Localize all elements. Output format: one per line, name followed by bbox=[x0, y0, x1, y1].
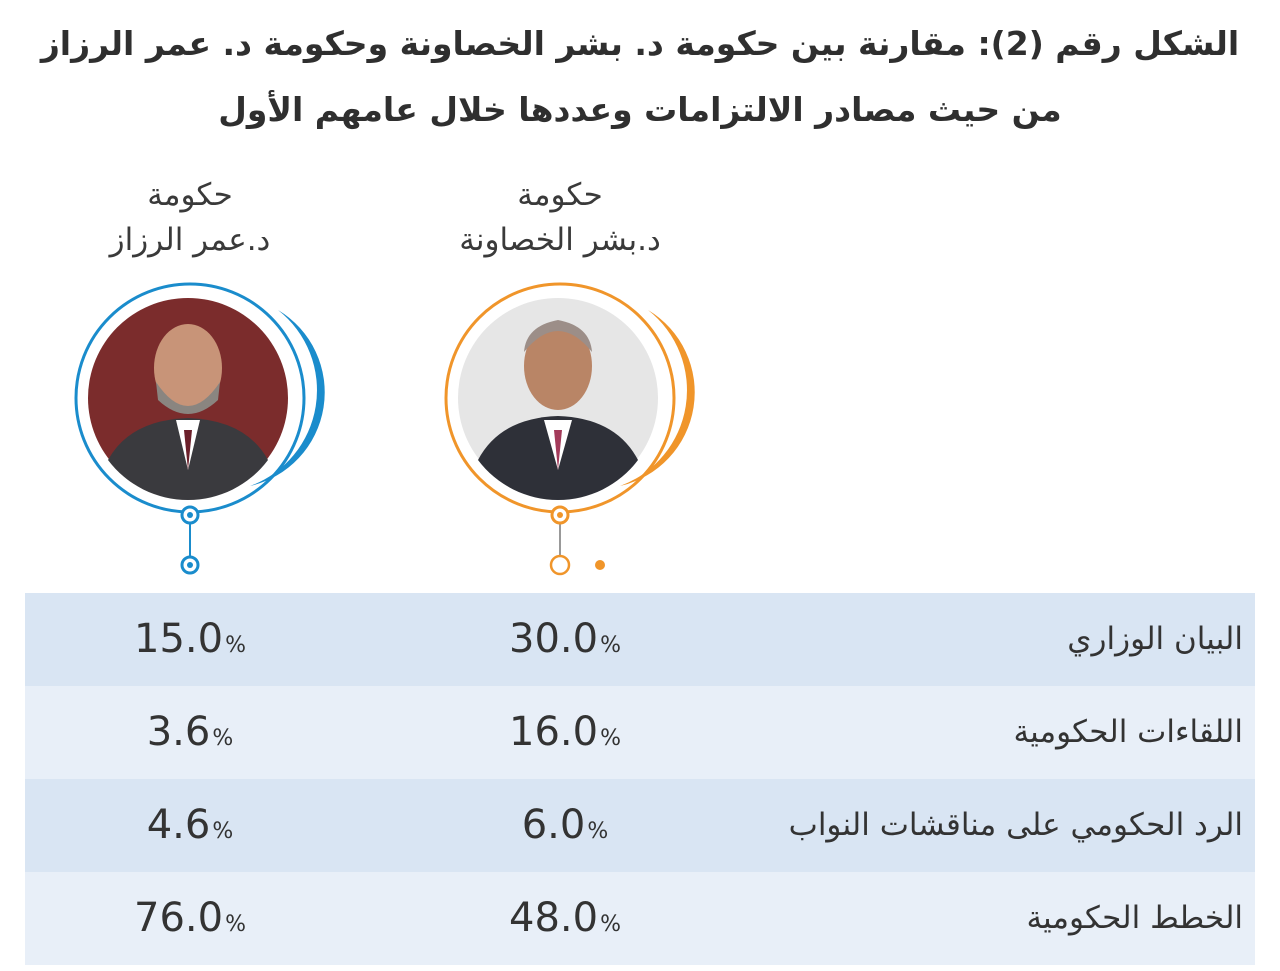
razzaz-value-number: 3.6 bbox=[146, 709, 211, 755]
khasawneh-value: 16.0% bbox=[445, 686, 685, 779]
khasawneh-accent-arc bbox=[620, 310, 695, 486]
razzaz-value: 76.0% bbox=[70, 872, 310, 965]
khasawneh-top-node-dot bbox=[557, 512, 563, 518]
razzaz-government-label: حكومة د.عمر الرزاز bbox=[70, 180, 310, 256]
table-row: البيان الوزاري 30.0% 15.0% bbox=[25, 593, 1255, 686]
portrait-graphics bbox=[74, 282, 695, 576]
razzaz-value: 4.6% bbox=[70, 779, 310, 872]
khasawneh-side-dot bbox=[595, 560, 605, 570]
percent-sign: % bbox=[600, 726, 621, 751]
percent-sign: % bbox=[600, 912, 621, 937]
khasawneh-government-label: حكومة د.بشر الخصاونة bbox=[420, 180, 700, 256]
row-label: الرد الحكومي على مناقشات النواب bbox=[788, 807, 1243, 843]
razzaz-value: 3.6% bbox=[70, 686, 310, 779]
table-row: الرد الحكومي على مناقشات النواب 6.0% 4.6% bbox=[25, 779, 1255, 872]
percent-sign: % bbox=[225, 633, 246, 658]
razzaz-value-number: 4.6 bbox=[146, 802, 211, 848]
razzaz-face bbox=[154, 324, 222, 412]
razzaz-label-line-2: د.عمر الرزاز bbox=[109, 222, 271, 258]
khasawneh-label-line-1: حكومة bbox=[517, 177, 603, 213]
row-label: الخطط الحكومية bbox=[1026, 900, 1243, 936]
khasawneh-value-number: 30.0 bbox=[509, 616, 599, 662]
khasawneh-value: 48.0% bbox=[445, 872, 685, 965]
khasawneh-value-number: 6.0 bbox=[521, 802, 586, 848]
khasawneh-value-number: 16.0 bbox=[509, 709, 599, 755]
khasawneh-value: 30.0% bbox=[445, 593, 685, 686]
razzaz-value-number: 76.0 bbox=[134, 895, 224, 941]
khasawneh-value-number: 48.0 bbox=[509, 895, 599, 941]
khasawneh-label-line-2: د.بشر الخصاونة bbox=[459, 222, 661, 258]
percent-sign: % bbox=[212, 819, 234, 844]
razzaz-value-number: 15.0 bbox=[134, 616, 224, 662]
percent-sign: % bbox=[225, 912, 246, 937]
comparison-table: البيان الوزاري 30.0% 15.0% اللقاءات الحكومي… bbox=[25, 593, 1255, 965]
razzaz-top-node-dot bbox=[187, 512, 193, 518]
chart-title-line-2: من حيث مصادر الالتزامات وعددها خلال عامه… bbox=[218, 90, 1062, 129]
row-label: اللقاءات الحكومية bbox=[1013, 714, 1243, 750]
khasawneh-bottom-node bbox=[549, 554, 571, 576]
percent-sign: % bbox=[587, 819, 609, 844]
percent-sign: % bbox=[212, 726, 234, 751]
khasawneh-portrait bbox=[444, 282, 695, 576]
khasawneh-tie bbox=[554, 430, 562, 470]
chart-title-line-1: الشكل رقم (2): مقارنة بين حكومة د. بشر ا… bbox=[40, 24, 1240, 63]
khasawneh-value: 6.0% bbox=[445, 779, 685, 872]
row-label: البيان الوزاري bbox=[1067, 621, 1243, 657]
khasawneh-hair bbox=[524, 320, 592, 352]
razzaz-label-line-1: حكومة bbox=[147, 177, 233, 213]
razzaz-bottom-node-dot bbox=[187, 562, 193, 568]
razzaz-tie bbox=[184, 430, 192, 470]
khasawneh-face bbox=[524, 322, 592, 410]
table-row: الخطط الحكومية 48.0% 76.0% bbox=[25, 872, 1255, 965]
table-row: اللقاءات الحكومية 16.0% 3.6% bbox=[25, 686, 1255, 779]
razzaz-beard bbox=[156, 382, 220, 414]
percent-sign: % bbox=[600, 633, 621, 658]
razzaz-value: 15.0% bbox=[70, 593, 310, 686]
razzaz-portrait bbox=[74, 282, 325, 575]
razzaz-accent-arc bbox=[250, 310, 325, 486]
